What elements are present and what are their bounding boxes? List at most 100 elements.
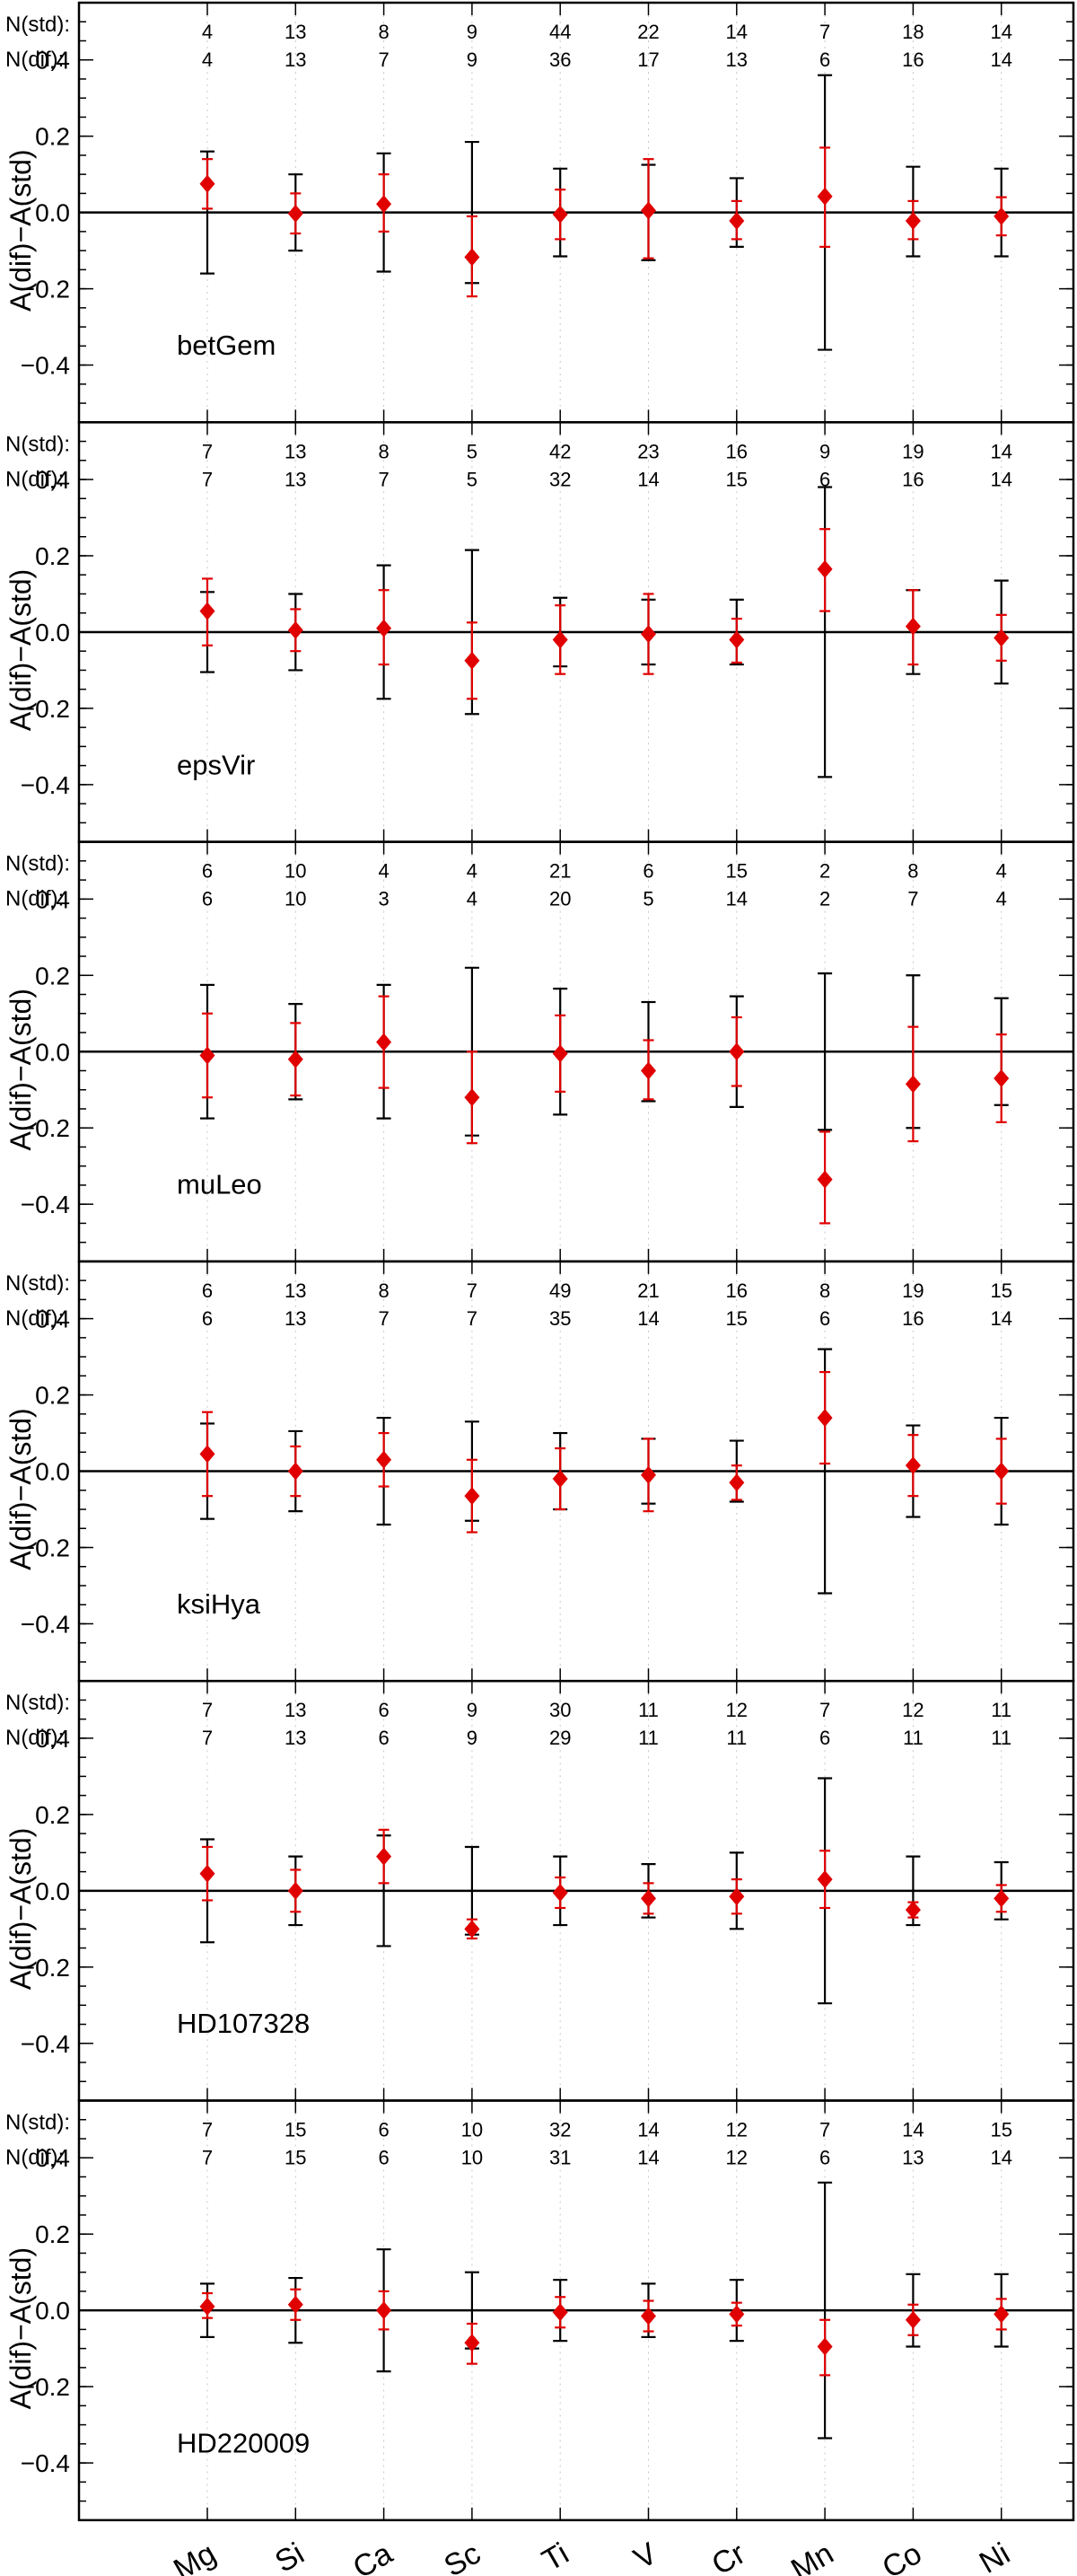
y-tick-label: 0.0 [35,1877,70,1905]
n-std-value: 8 [819,1279,830,1302]
n-std-value: 14 [902,2119,924,2141]
data-point-Ti [552,205,568,224]
n-std-value: 8 [378,440,389,462]
n-dif-value: 7 [202,468,213,490]
n-dif-value: 31 [549,2147,571,2169]
y-tick-label: −0.2 [21,1534,70,1562]
data-point-Ti [552,1883,568,1902]
data-point-V [641,1465,656,1484]
y-tick-label: 0.4 [35,1306,70,1333]
star-name-label: betGem [177,330,276,361]
n-dif-label: N(dif): [5,1306,64,1331]
n-dif-value: 2 [819,888,830,910]
y-tick-label: 0.0 [35,1458,70,1486]
data-point-Sc [464,1088,480,1107]
n-std-value: 10 [461,2119,483,2141]
data-point-Co [905,2310,921,2329]
n-std-label: N(std): [5,1271,70,1296]
data-point-Mn [817,559,833,578]
n-std-value: 9 [467,1699,477,1721]
n-dif-value: 9 [467,48,477,71]
data-point-V [641,2307,656,2325]
y-tick-label: −0.4 [21,2449,70,2477]
n-std-value: 13 [285,21,306,43]
x-tick-label-Sc: Sc [439,2536,486,2576]
n-std-value: 15 [990,2119,1011,2141]
data-point-Cr [729,1042,745,1061]
n-std-value: 14 [990,21,1011,43]
data-point-Cr [729,1473,745,1492]
n-std-value: 9 [819,440,830,462]
n-dif-label: N(dif): [5,467,64,491]
n-dif-value: 11 [726,1727,747,1749]
y-tick-label: 0.0 [35,2297,70,2325]
data-point-Ca [376,2301,392,2320]
n-std-value: 14 [637,2119,659,2141]
n-dif-value: 14 [990,468,1011,490]
n-dif-value: 4 [467,888,477,910]
n-dif-value: 15 [726,1307,748,1330]
y-tick-label: −0.4 [21,2030,70,2058]
x-tick-label-Ca: Ca [347,2536,398,2576]
data-point-Ca [376,1847,392,1866]
n-dif-value: 6 [202,1307,213,1330]
n-std-value: 21 [637,1279,659,1302]
data-point-Ni [994,1889,1010,1908]
star-name-label: muLeo [177,1169,262,1200]
data-point-Mg [199,1864,215,1883]
n-dif-value: 7 [378,1307,389,1330]
n-std-value: 44 [549,21,571,43]
panel-epsVir: −0.4 −0.2 0.0 0.2 0.4 A(dif)−A(std) N(std): N(d… [4,421,1075,843]
n-dif-value: 14 [990,1307,1011,1330]
n-std-value: 12 [726,1699,748,1721]
x-tick-label-Co: Co [877,2536,928,2576]
n-dif-value: 29 [549,1727,571,1749]
n-std-value: 19 [902,1279,924,1302]
x-tick-label-Si: Si [269,2536,310,2576]
data-point-Mn [817,1409,833,1428]
panel-ksiHya: −0.4 −0.2 0.0 0.2 0.4 A(dif)−A(std) N(std): N(d… [4,1260,1075,1683]
n-dif-value: 7 [378,468,389,490]
y-axis-label: A(dif)−A(std) [4,1408,37,1569]
star-name-label: epsVir [177,749,255,780]
data-point-Ni [994,1462,1010,1481]
y-tick-label: 0.2 [35,962,70,989]
n-std-label: N(std): [5,1691,70,1715]
n-dif-value: 6 [378,2147,389,2169]
n-dif-value: 16 [902,468,924,490]
y-tick-label: 0.4 [35,47,70,75]
x-tick-label-Ni: Ni [974,2536,1016,2576]
data-point-Si [287,1050,303,1068]
star-name-label: ksiHya [177,1588,261,1620]
data-point-Mn [817,187,833,206]
n-std-value: 6 [202,1279,213,1302]
n-std-value: 5 [467,440,477,462]
n-dif-label: N(dif): [5,887,64,911]
n-dif-value: 15 [285,2147,306,2169]
y-tick-label: 0.4 [35,885,70,913]
n-std-value: 16 [726,440,748,462]
data-point-Ca [376,1450,392,1469]
n-std-value: 7 [202,440,213,462]
data-point-Sc [464,1920,480,1939]
n-std-value: 11 [991,1699,1011,1721]
n-dif-value: 10 [461,2147,483,2169]
n-dif-label: N(dif): [5,1726,64,1750]
data-point-Ti [552,2303,568,2322]
y-tick-label: −0.4 [21,1610,70,1638]
data-point-V [641,201,656,220]
x-tick-label-Mg: Mg [168,2536,222,2576]
n-dif-value: 4 [996,888,1007,910]
y-axis-label: A(dif)−A(std) [4,2247,37,2409]
n-dif-value: 9 [467,1727,477,1749]
n-dif-value: 35 [549,1307,571,1330]
n-std-value: 42 [549,440,571,462]
n-dif-value: 13 [285,48,306,71]
n-dif-value: 3 [378,888,389,910]
y-axis-label: A(dif)−A(std) [4,989,37,1150]
y-tick-label: −0.2 [21,2373,70,2401]
star-name-label: HD107328 [177,2008,310,2039]
data-point-Ca [376,195,392,214]
data-point-Sc [464,248,480,267]
n-std-value: 21 [549,860,571,883]
